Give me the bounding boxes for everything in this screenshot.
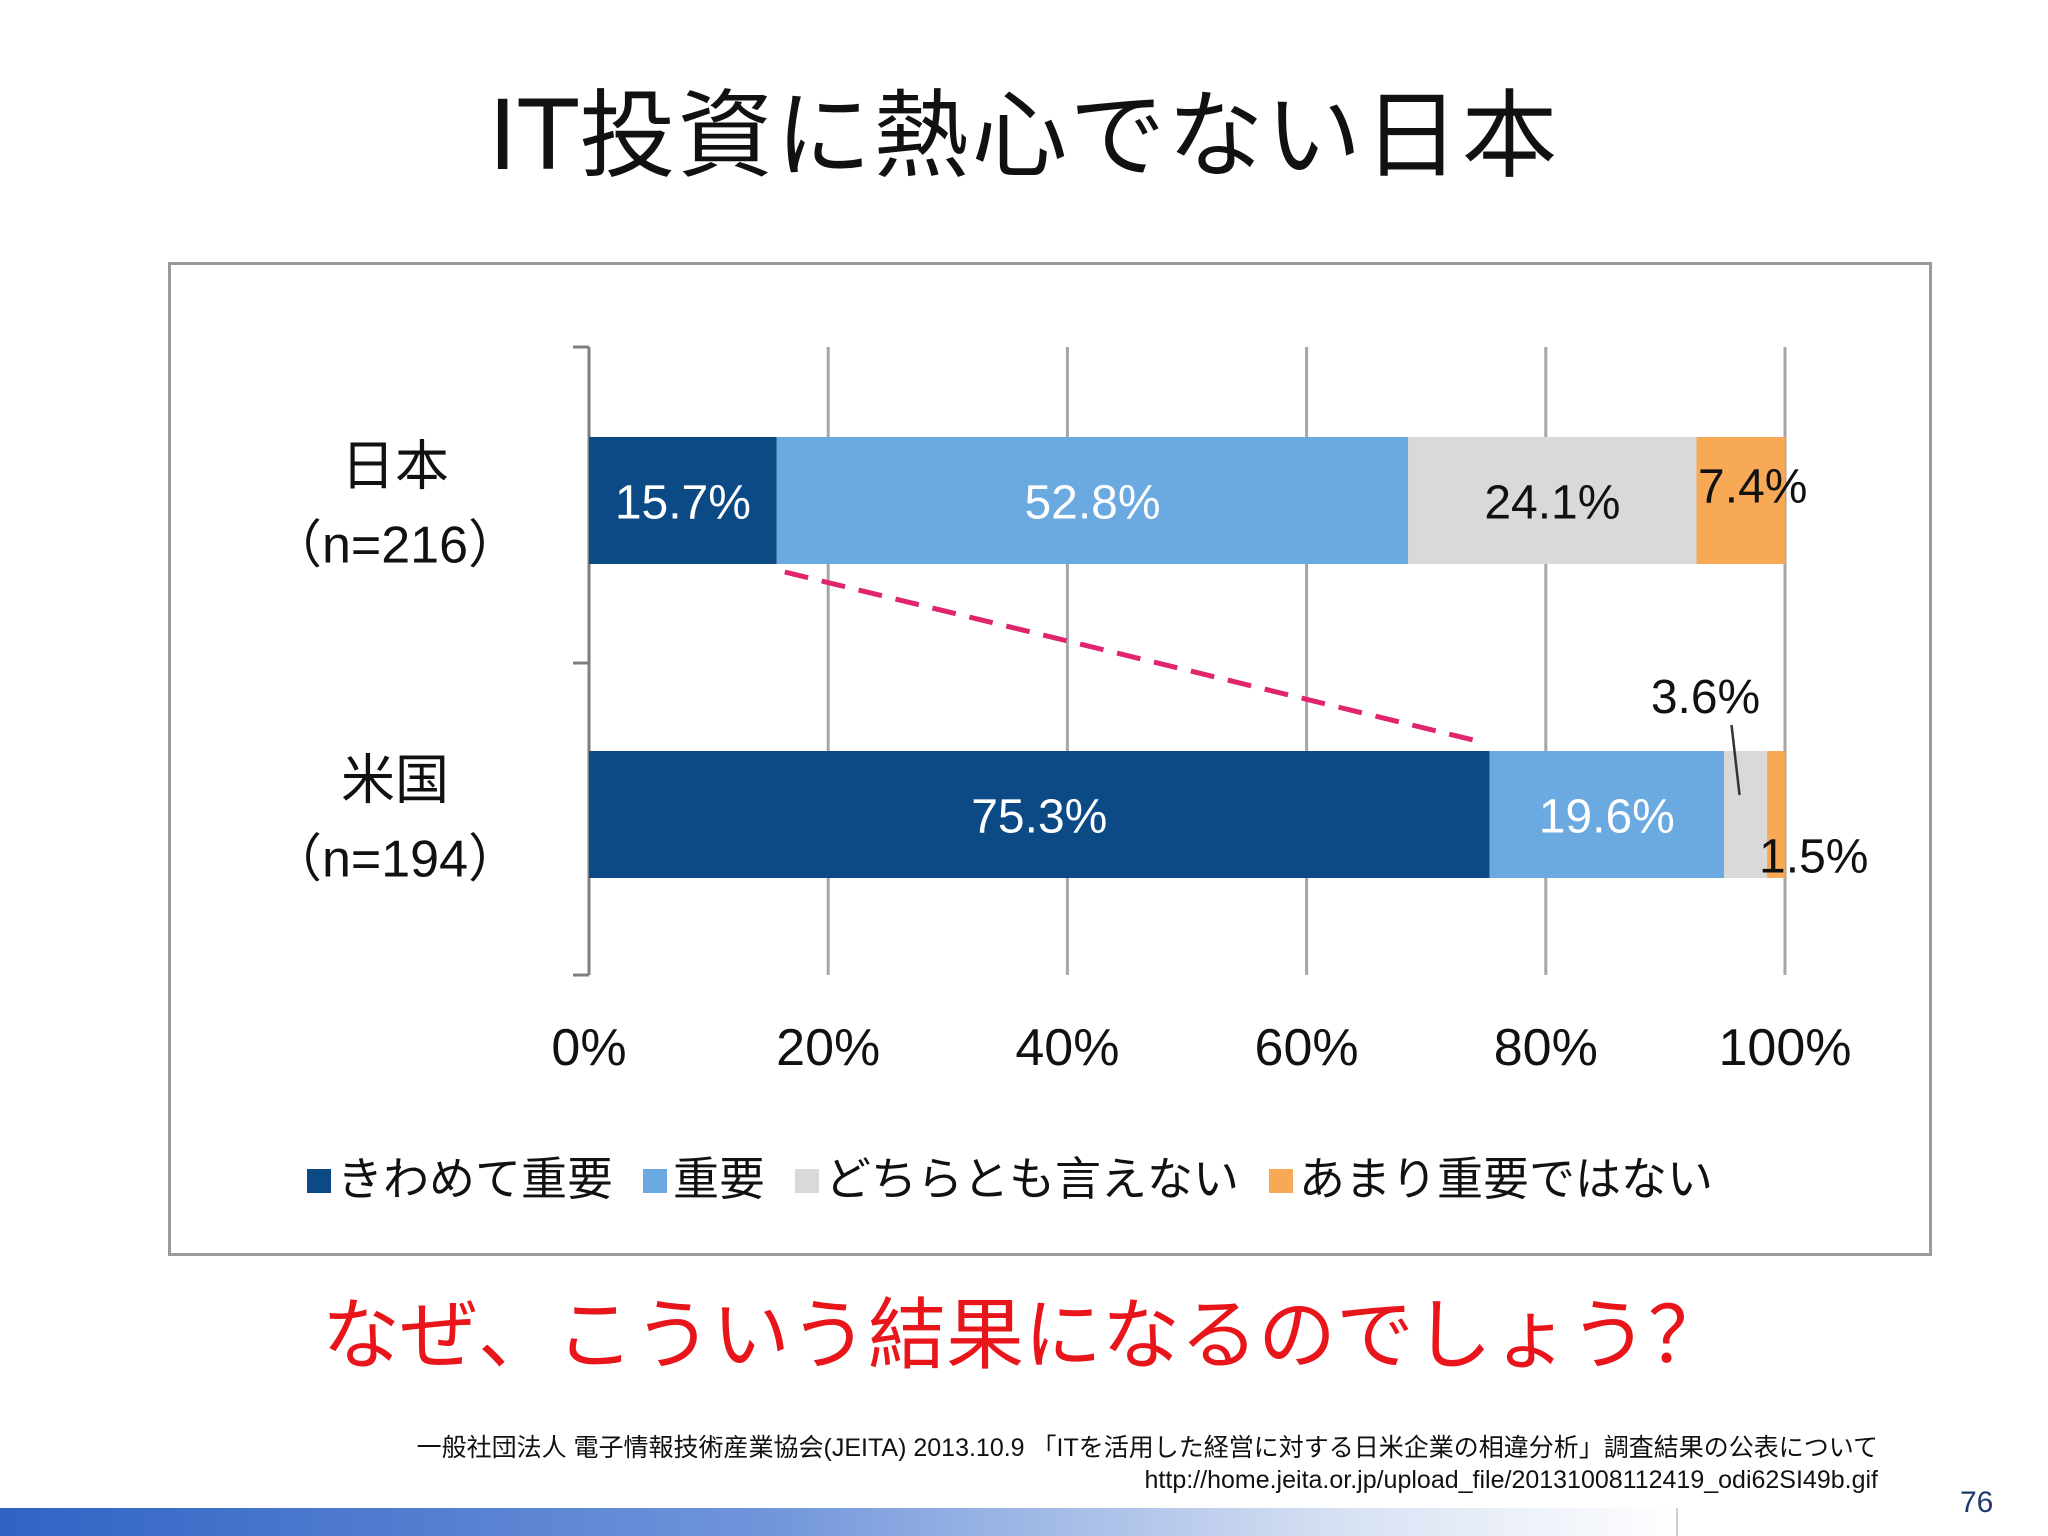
dashed-annotation-line	[784, 569, 1487, 746]
x-tick-label: 100%	[1719, 1019, 1852, 1077]
category-label: 米国	[341, 749, 449, 812]
x-tick-label: 20%	[776, 1019, 880, 1077]
chart-frame: 0% 20% 40% 60% 80% 100% 日本 （n=216） 米国 （n=194） 15.7…	[168, 262, 1932, 1256]
bar-segment	[1489, 751, 1725, 878]
data-label: 7.4%	[1698, 461, 1807, 514]
bar-segment	[1696, 437, 1785, 564]
x-tick-label: 40%	[1015, 1019, 1119, 1077]
data-label: 52.8%	[1024, 477, 1160, 530]
page-number: 76	[1960, 1486, 1994, 1519]
bar-segment	[589, 437, 777, 564]
data-label: 24.1%	[1484, 477, 1620, 530]
legend-label: どちらとも言えない	[825, 1152, 1239, 1206]
source-citation: 一般社団法人 電子情報技術産業協会(JEITA) 2013.10.9 「ITを活…	[416, 1434, 1878, 1462]
bar-segment	[1767, 751, 1785, 878]
legend-swatch	[307, 1169, 331, 1193]
x-tick-label: 80%	[1494, 1019, 1598, 1077]
data-label: 19.6%	[1539, 791, 1675, 844]
legend-swatch	[1269, 1169, 1293, 1193]
stacked-bar-chart: 0% 20% 40% 60% 80% 100% 日本 （n=216） 米国 （n=194） 15.7…	[270, 345, 1868, 1206]
x-tick-label: 0%	[551, 1019, 626, 1077]
data-label: 3.6%	[1651, 671, 1760, 724]
x-tick-label: 60%	[1255, 1019, 1359, 1077]
footer-gradient-bar	[0, 1508, 1680, 1536]
legend-label: あまり重要ではない	[1299, 1152, 1713, 1206]
legend-label: きわめて重要	[337, 1152, 613, 1206]
legend-swatch	[643, 1169, 667, 1193]
data-label: 1.5%	[1759, 831, 1868, 884]
footer-divider	[1676, 1508, 1678, 1536]
legend-label: 重要	[673, 1152, 765, 1206]
legend-swatch	[795, 1169, 819, 1193]
source-url: http://home.jeita.or.jp/upload_file/2013…	[1144, 1466, 1878, 1494]
category-label: 日本	[341, 435, 449, 498]
category-sublabel: （n=216）	[270, 517, 520, 575]
bar-segment	[1724, 751, 1768, 878]
bar-segment	[1408, 437, 1697, 564]
leader-line	[1730, 724, 1741, 796]
data-label: 75.3%	[971, 791, 1107, 844]
data-label: 15.7%	[615, 477, 751, 530]
bar-segment	[589, 751, 1490, 878]
category-sublabel: （n=194）	[270, 831, 520, 889]
question-text: なぜ、こういう結果になるのでしょう？	[321, 1291, 1726, 1381]
slide-title: IT投資に熱心でない日本	[488, 80, 1560, 192]
bar-segment	[776, 437, 1409, 564]
